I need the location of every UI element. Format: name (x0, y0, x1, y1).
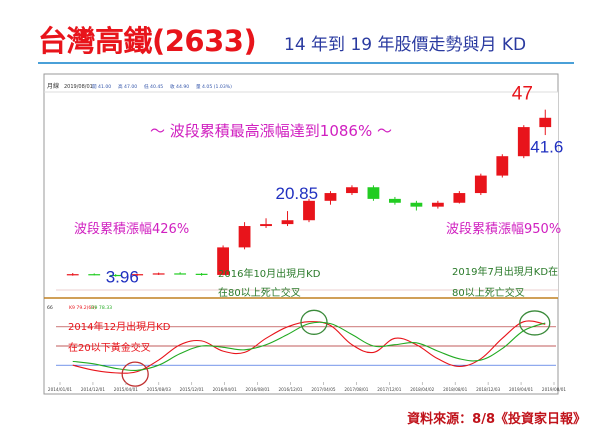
page-title: 台灣高鐵(2633) (38, 24, 257, 58)
x-tick-label: 2017/04/05 (311, 387, 335, 392)
source-label: 資料來源：8/8《投資家日報》 (407, 412, 586, 427)
candle-body (152, 273, 165, 275)
candle-body (131, 274, 144, 276)
x-tick-label: 2015/04/01 (114, 387, 138, 392)
kd-reference-lines (56, 326, 556, 366)
price-annotation: 波段累積漲幅950% (446, 222, 561, 237)
kd-annotation: 2014年12月出現月KD (68, 320, 171, 333)
price-panel (56, 92, 558, 298)
page-subtitle: 14 年到 19 年股價走勢與月 KD (284, 35, 527, 55)
header-item: 量 4.05 (1.03%) (196, 83, 232, 90)
candle-body (453, 193, 466, 203)
candle-body (281, 220, 294, 225)
price-annotation: 2019年7月出現月KD在 (452, 265, 558, 278)
x-tick-label: 2016/04/01 (213, 387, 237, 392)
candle-body (260, 224, 272, 227)
candle-body (109, 274, 122, 277)
price-annotation: 在80以上死亡交叉 (218, 286, 301, 299)
price-annotation: ～ 波段累積最高漲幅達到1086% ～ (150, 122, 392, 140)
kd-header-item: K9 79.2(69) (69, 305, 96, 311)
candle-body (303, 200, 315, 221)
kd-header: 66 K9 79.2(69)D9 78.33 (47, 305, 112, 311)
header-item: 低 40.45 (144, 83, 163, 90)
candle-body (346, 187, 358, 194)
candle-body (238, 226, 251, 248)
title-row: 台灣高鐵(2633) 14 年到 19 年股價走勢與月 KD (0, 0, 600, 64)
price-annotation: 80以上死亡交叉 (452, 286, 525, 299)
candle-body (496, 156, 509, 176)
price-annotations: ～ 波段累積最高漲幅達到1086% ～ 波段累積漲幅426% 波段累積漲幅950% 2… (74, 122, 561, 299)
candle-body (474, 175, 487, 194)
price-header: 月線 2019/08/01 開 41.00 高 47.00 低 40.45 收 44.90… (47, 82, 232, 90)
candle-body (324, 193, 337, 201)
x-tick-label: 2016/08/01 (246, 387, 270, 392)
kd-annotation: 在20以下黃金交叉 (68, 341, 151, 354)
candle-body (517, 127, 530, 157)
candle-body (431, 202, 444, 207)
price-label: 20.85 (276, 184, 319, 203)
kd-series-d (72, 321, 546, 372)
x-tick-label: 2015/08/03 (147, 387, 171, 392)
x-tick-label: 2014/01/01 (48, 387, 72, 392)
title-divider (38, 62, 574, 64)
price-annotation: 2016年10月出現月KD (218, 267, 321, 280)
candle-body (66, 274, 79, 276)
price-label: 3.96 (106, 268, 139, 287)
price-label: 47 (512, 84, 533, 105)
price-label: 41.6 (530, 138, 563, 157)
x-tick-label: 2019/04/01 (509, 387, 533, 392)
candles-layer (66, 109, 552, 277)
x-tick-label: 2018/08/01 (443, 387, 467, 392)
candle-body (367, 187, 380, 199)
period-label: 月線 (47, 82, 59, 90)
header-date: 2019/08/01 (64, 84, 93, 90)
x-axis-ticks: 2014/01/01 2014/12/01 2015/04/01 2015/08/03… (48, 382, 566, 392)
cross-circle-2019 (519, 310, 551, 336)
x-tick-label: 2017/12/01 (377, 387, 401, 392)
candle-body (195, 273, 208, 275)
x-tick-label: 2015/12/01 (180, 387, 204, 392)
kd-series-k (72, 320, 546, 374)
candle-body (217, 247, 229, 275)
kd-cross-circles (121, 309, 551, 387)
kd-header-item: 66 (47, 305, 53, 311)
candle-body (174, 273, 187, 275)
price-labels: 3.96 20.85 47 41.6 (106, 84, 564, 287)
x-tick-label: 2018/04/02 (410, 387, 434, 392)
kd-annotations: 2014年12月出現月KD 在20以下黃金交叉 (68, 320, 171, 354)
x-tick-label: 2019/08/01 (542, 387, 566, 392)
x-tick-label: 2017/08/01 (344, 387, 368, 392)
cross-circle-2014 (121, 361, 149, 387)
price-annotation: 波段累積漲幅426% (74, 222, 189, 237)
kd-lines (72, 320, 546, 374)
x-tick-label: 2016/12/01 (278, 387, 302, 392)
x-tick-label: 2014/12/01 (81, 387, 105, 392)
header-item: 收 44.90 (170, 83, 189, 90)
candle-body (88, 274, 101, 276)
candle-body (389, 198, 401, 203)
header-item: 開 41.00 (92, 84, 111, 90)
cross-circle-2016 (300, 309, 328, 335)
kd-header-item: D9 78.33 (91, 305, 112, 311)
x-tick-label: 2018/12/03 (476, 387, 500, 392)
header-item: 高 47.00 (118, 83, 137, 90)
candle-body (410, 202, 423, 207)
candle-body (539, 117, 552, 128)
